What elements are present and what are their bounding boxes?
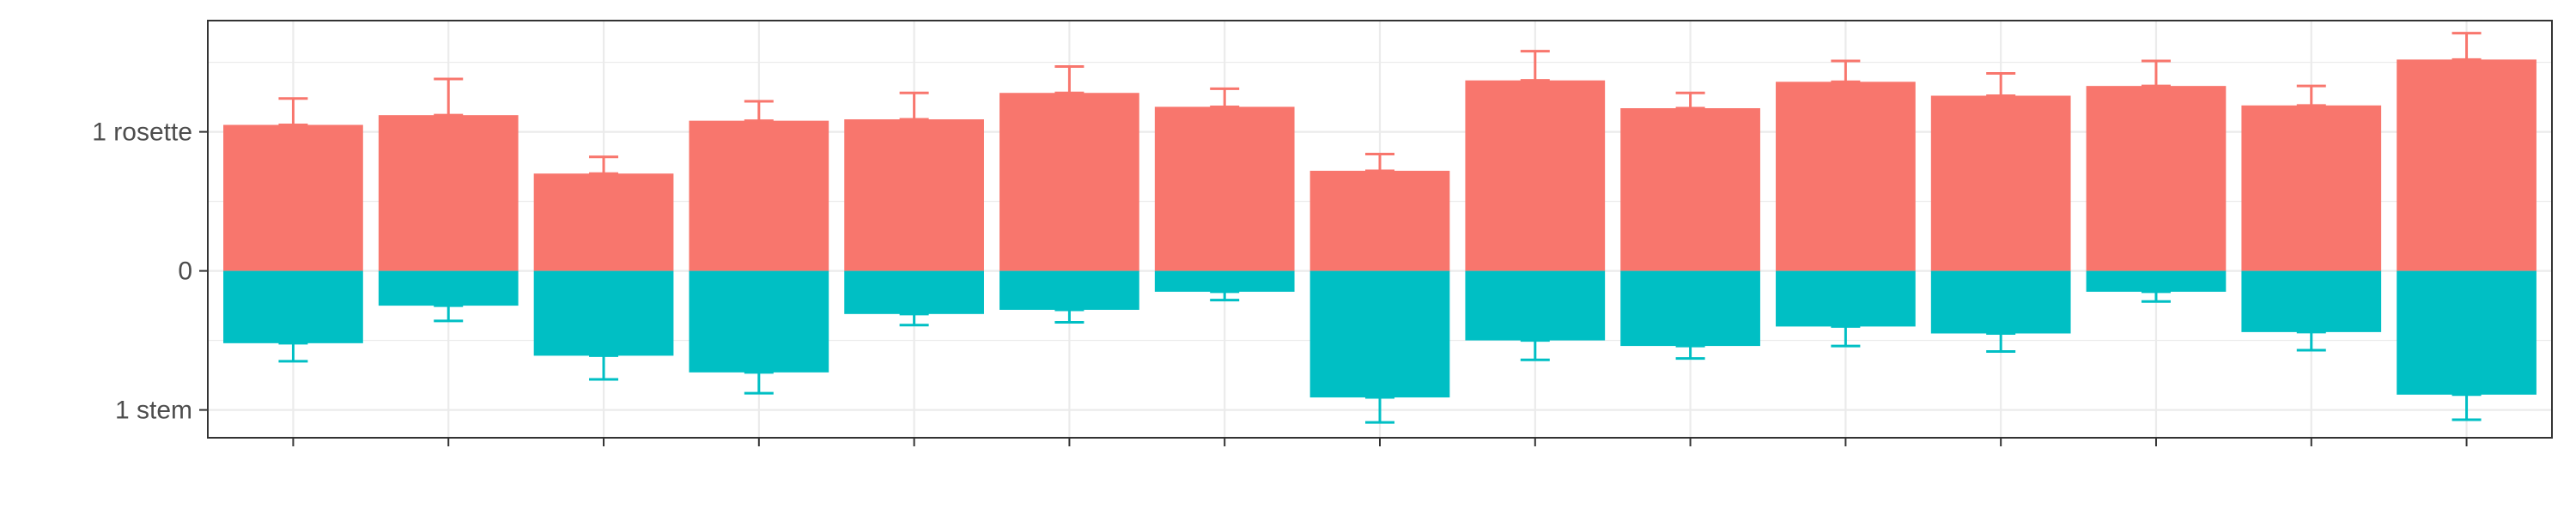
errorbar-rosette-11	[1831, 59, 1861, 83]
errorbar-rosette-14	[2296, 84, 2326, 107]
bar-rosette-14	[2241, 105, 2382, 271]
bar-stem-7	[1154, 270, 1295, 292]
bar-rosette-9	[1465, 80, 1606, 271]
errorbar-stem-13	[2141, 290, 2171, 303]
errorbar-stem-4	[744, 371, 774, 395]
bar-stem-3	[533, 270, 674, 356]
bar-stem-5	[844, 270, 984, 314]
errorbar-rosette-5	[899, 91, 929, 121]
bar-rosette-11	[1776, 82, 1916, 271]
errorbar-stem-5	[899, 312, 929, 327]
bar-stem-1	[223, 270, 363, 343]
errorbar-stem-14	[2296, 330, 2326, 352]
errorbar-stem-12	[1986, 332, 2016, 354]
x-axis	[292, 438, 2468, 446]
bar-stem-12	[1930, 270, 2071, 334]
bar-stem-9	[1465, 270, 1606, 341]
y-tick-label: 0	[178, 258, 192, 286]
errorbar-rosette-13	[2141, 59, 2171, 88]
errorbar-stem-11	[1831, 324, 1861, 348]
bar-stem-11	[1776, 270, 1916, 327]
errorbar-rosette-15	[2451, 32, 2482, 61]
bar-rosette-3	[533, 173, 674, 271]
errorbar-stem-9	[1520, 339, 1550, 361]
bar-stem-14	[2241, 270, 2382, 332]
error-bars-layer	[278, 32, 2482, 424]
bar-rosette-6	[999, 93, 1139, 271]
errorbar-stem-2	[434, 304, 464, 323]
errorbar-stem-6	[1054, 308, 1084, 324]
bar-stem-13	[2086, 270, 2227, 292]
errorbar-rosette-1	[278, 97, 308, 126]
y-tick-label: 1 rosette	[92, 118, 192, 147]
bar-rosette-13	[2086, 86, 2227, 271]
errorbar-rosette-10	[1675, 91, 1705, 110]
errorbar-stem-15	[2451, 393, 2482, 421]
errorbar-stem-8	[1365, 396, 1394, 424]
bar-rosette-5	[844, 119, 984, 271]
bar-stem-4	[689, 270, 829, 373]
bar-rosette-8	[1309, 170, 1450, 271]
bar-rosette-1	[223, 124, 363, 271]
bar-stem-8	[1309, 270, 1450, 398]
errorbar-stem-3	[589, 354, 619, 381]
y-axis: 1 rosette 0 1 stem	[92, 118, 208, 425]
bar-rosette-4	[689, 120, 829, 271]
bar-stem-2	[378, 270, 519, 306]
bar-rosette-15	[2397, 59, 2537, 271]
errorbar-rosette-7	[1210, 87, 1240, 108]
bar-stem-10	[1620, 270, 1760, 347]
errorbar-rosette-6	[1054, 64, 1084, 94]
bar-stem-15	[2397, 270, 2537, 395]
bars-layer	[223, 59, 2537, 398]
errorbar-rosette-2	[434, 77, 464, 117]
bar-rosette-2	[378, 115, 519, 271]
errorbar-rosette-9	[1520, 50, 1550, 82]
errorbar-stem-1	[278, 342, 308, 363]
bar-stem-6	[999, 270, 1139, 310]
bar-rosette-10	[1620, 108, 1760, 271]
bar-rosette-7	[1154, 106, 1295, 271]
errorbar-stem-7	[1210, 290, 1240, 302]
errorbar-rosette-3	[589, 155, 619, 175]
errorbar-rosette-8	[1365, 153, 1394, 173]
errorbar-rosette-12	[1986, 72, 2016, 97]
y-tick-label: 1 stem	[115, 397, 192, 425]
bar-rosette-12	[1930, 95, 2071, 271]
errorbar-rosette-4	[744, 100, 774, 123]
errorbar-stem-10	[1675, 344, 1705, 360]
